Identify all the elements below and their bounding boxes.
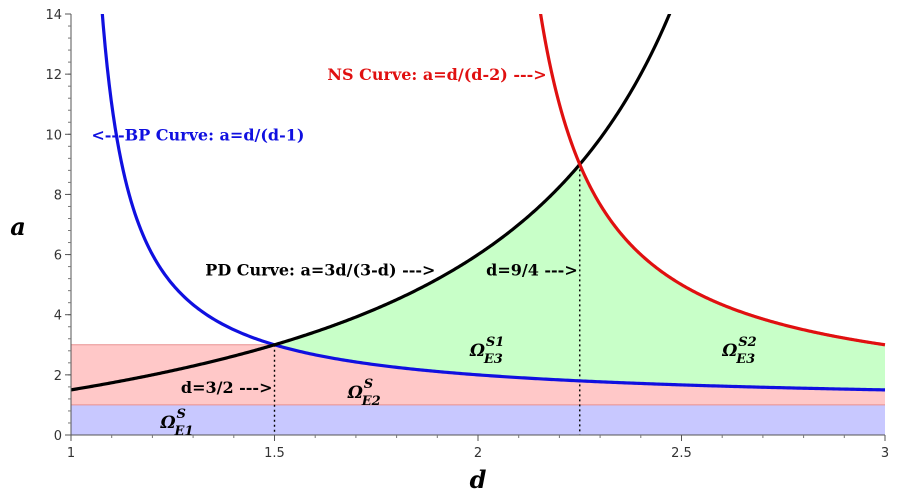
y-tick-label: 10 bbox=[45, 128, 62, 143]
vlines-layer bbox=[273, 164, 581, 435]
region-label-e2: Ω bbox=[347, 383, 363, 403]
annotation-3: d=9/4 ---> bbox=[486, 261, 578, 280]
region-label-sub-e2: E2 bbox=[361, 394, 381, 409]
labels-layer: NS Curve: a=d/(d-2) ---> <---BP Curve: a=… bbox=[91, 65, 756, 439]
y-tick-label: 0 bbox=[54, 429, 62, 444]
region-label-sub-e1: E1 bbox=[174, 424, 194, 439]
region-label-e3s1: Ω bbox=[469, 341, 485, 361]
y-tick-label: 4 bbox=[54, 309, 62, 324]
curve-ns bbox=[536, 0, 886, 347]
y-tick-label: 14 bbox=[45, 8, 62, 23]
region-label-e1: Ω bbox=[160, 413, 176, 433]
x-tick-label: 2 bbox=[474, 446, 482, 461]
region-e3 bbox=[274, 164, 885, 390]
region-label-sup-e1: S bbox=[177, 407, 186, 422]
x-tick-label: 1.5 bbox=[264, 446, 285, 461]
top-mask bbox=[0, 0, 900, 14]
y-tick-label: 8 bbox=[54, 188, 62, 203]
y-tick-label: 12 bbox=[45, 68, 62, 83]
x-axis-title: d bbox=[470, 465, 487, 494]
x-tick-label: 3 bbox=[881, 446, 889, 461]
annotation-0: NS Curve: a=d/(d-2) ---> bbox=[327, 65, 546, 84]
annotation-1: <---BP Curve: a=d/(d-1) bbox=[91, 125, 304, 144]
curves-layer bbox=[0, 0, 900, 392]
y-axis-title: a bbox=[10, 212, 26, 241]
y-tick-label: 2 bbox=[54, 369, 62, 384]
region-label-e3s2: Ω bbox=[721, 341, 737, 361]
region-e1 bbox=[71, 404, 885, 435]
annotation-4: d=3/2 ---> bbox=[181, 378, 273, 397]
axes-layer: 0 2 4 6 8 10 12 14 1 1.5 2 2.5 3 bbox=[45, 8, 889, 461]
region-label-sub-e3s1: E3 bbox=[483, 352, 503, 367]
region-label-sup-e2: S bbox=[364, 377, 373, 392]
region-label-sup-e3s1: S1 bbox=[486, 335, 504, 350]
region-label-sub-e3s2: E3 bbox=[735, 352, 755, 367]
y-tick-label: 6 bbox=[54, 249, 62, 264]
curve-bp bbox=[99, 0, 886, 392]
x-tick-label: 2.5 bbox=[671, 446, 692, 461]
region-label-sup-e3s2: S2 bbox=[738, 335, 756, 350]
annotation-2: PD Curve: a=3d/(3-d) ---> bbox=[205, 261, 435, 280]
x-tick-label: 1 bbox=[67, 446, 75, 461]
